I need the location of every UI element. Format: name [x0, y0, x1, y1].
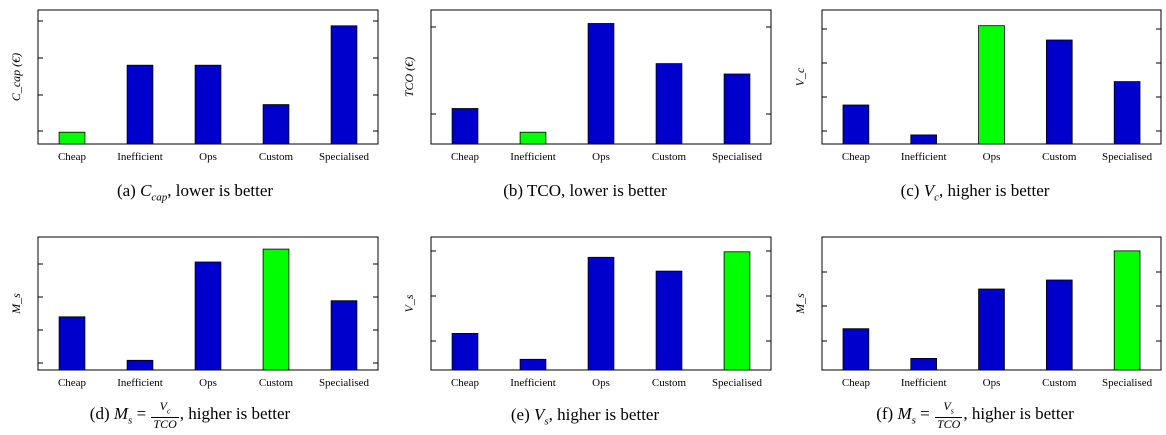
bar-inefficient	[910, 357, 937, 371]
x-tick-label: Custom	[1042, 377, 1077, 389]
y-axis-label: C_cap (€)	[9, 53, 23, 101]
x-tick-label: Cheap	[451, 151, 480, 163]
x-tick-label: Ops	[592, 377, 610, 389]
bar-cheap	[451, 332, 479, 371]
bar-ops	[194, 64, 222, 145]
caption-b: (b) TCO, lower is better	[503, 181, 667, 200]
bar-specialised	[330, 300, 358, 371]
y-axis-label: M_s	[9, 293, 23, 315]
y-axis-label: V_s	[402, 294, 416, 312]
bar-specialised	[330, 25, 358, 145]
x-tick-label: Inefficient	[510, 377, 556, 389]
x-tick-label: Inefficient	[901, 377, 947, 389]
x-tick-label: Ops	[983, 151, 1001, 163]
x-tick-label: Inefficient	[117, 377, 163, 389]
bar-specialised	[1113, 81, 1141, 145]
x-tick-label: Specialised	[319, 377, 370, 389]
y-axis-label: TCO (€)	[402, 57, 416, 97]
bar-specialised	[723, 251, 751, 371]
x-tick-label: Inefficient	[510, 151, 556, 163]
bar-cheap	[58, 316, 86, 371]
caption-a: (a) Ccap, lower is better	[116, 181, 274, 204]
bar-ops	[587, 256, 615, 371]
bar-inefficient	[519, 131, 547, 145]
bar-cheap	[842, 104, 870, 145]
bar-specialised	[723, 73, 751, 145]
x-tick-label: Custom	[259, 151, 294, 163]
bar-custom	[1046, 39, 1073, 145]
x-tick-label: Custom	[259, 377, 294, 389]
bar-cheap	[58, 131, 86, 145]
x-tick-label: Custom	[1042, 151, 1077, 163]
caption-c: (c) Vc, higher is better	[900, 181, 1050, 204]
y-axis-label: V_c	[793, 67, 807, 86]
bar-specialised	[1113, 250, 1141, 371]
bar-inefficient	[910, 134, 937, 145]
x-tick-label: Custom	[652, 377, 687, 389]
bar-cheap	[451, 108, 479, 145]
caption-d: (d) Ms = Vc TCO, higher is better	[89, 399, 291, 432]
x-tick-label: Inefficient	[117, 151, 163, 163]
bar-custom	[1046, 279, 1073, 371]
x-tick-label: Specialised	[712, 151, 763, 163]
bar-ops	[587, 23, 615, 145]
bar-ops	[978, 288, 1005, 371]
bar-custom	[262, 104, 290, 145]
x-tick-label: Custom	[652, 151, 687, 163]
x-tick-label: Ops	[983, 377, 1001, 389]
x-tick-label: Ops	[199, 151, 217, 163]
bar-ops	[194, 261, 222, 371]
bar-cheap	[842, 328, 870, 371]
x-tick-label: Cheap	[451, 377, 480, 389]
x-tick-label: Ops	[592, 151, 610, 163]
bar-custom	[262, 248, 290, 371]
x-tick-label: Specialised	[319, 151, 370, 163]
x-tick-label: Cheap	[58, 151, 87, 163]
bar-custom	[655, 270, 683, 371]
caption-f: (f) Ms = Vs TCO, higher is better	[876, 399, 1074, 432]
x-tick-label: Cheap	[842, 151, 871, 163]
x-tick-label: Specialised	[1102, 377, 1153, 389]
bar-inefficient	[519, 358, 547, 371]
bar-custom	[655, 63, 683, 145]
x-tick-label: Cheap	[842, 377, 871, 389]
x-tick-label: Inefficient	[901, 151, 947, 163]
caption-e: (e) Vs, higher is better	[510, 405, 660, 428]
bar-inefficient	[126, 64, 154, 145]
x-tick-label: Specialised	[712, 377, 763, 389]
x-tick-label: Cheap	[58, 377, 87, 389]
y-axis-label: M_s	[793, 293, 807, 315]
bar-ops	[978, 25, 1005, 145]
bar-inefficient	[126, 359, 154, 371]
x-tick-label: Ops	[199, 377, 217, 389]
x-tick-label: Specialised	[1102, 151, 1153, 163]
